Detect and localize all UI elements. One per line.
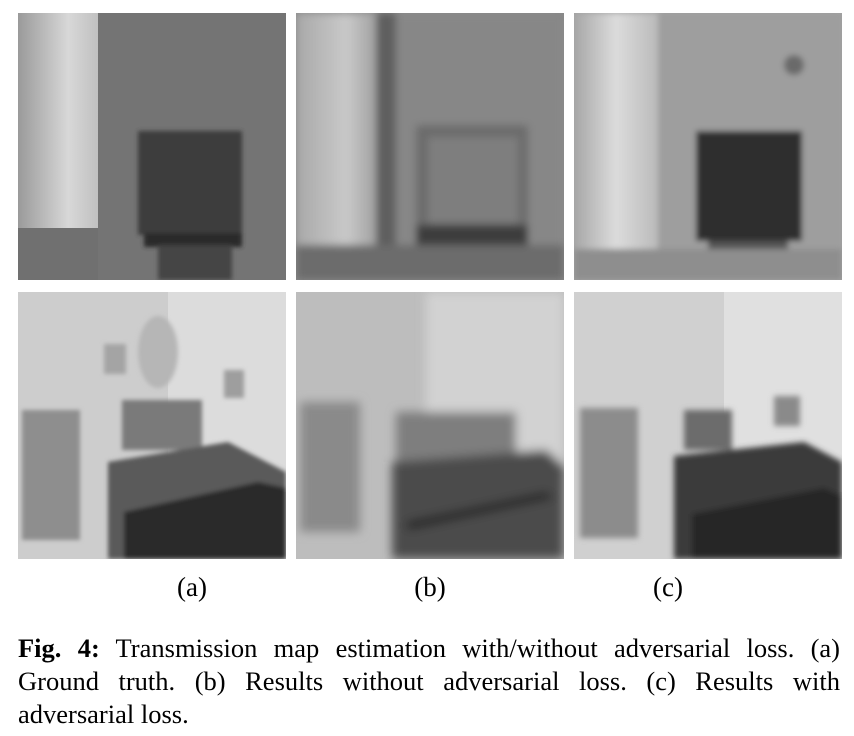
panel-row2-c-with-adversarial (574, 292, 842, 559)
figure-caption: Fig. 4: Transmission map estimation with… (18, 632, 840, 731)
caption-label: Fig. 4: (18, 633, 100, 663)
sublabel-b: (b) (414, 572, 446, 602)
sublabel-c: (c) (653, 572, 683, 602)
panel-row1-a-ground-truth (18, 13, 286, 280)
panel-row1-b-without-adversarial (296, 13, 564, 280)
panel-row2-a-ground-truth (18, 292, 286, 559)
panel-row1-c-with-adversarial (574, 13, 842, 280)
caption-text: Transmission map estimation with/without… (18, 633, 840, 729)
panel-row2-b-without-adversarial (296, 292, 564, 559)
sublabel-a: (a) (177, 572, 207, 602)
